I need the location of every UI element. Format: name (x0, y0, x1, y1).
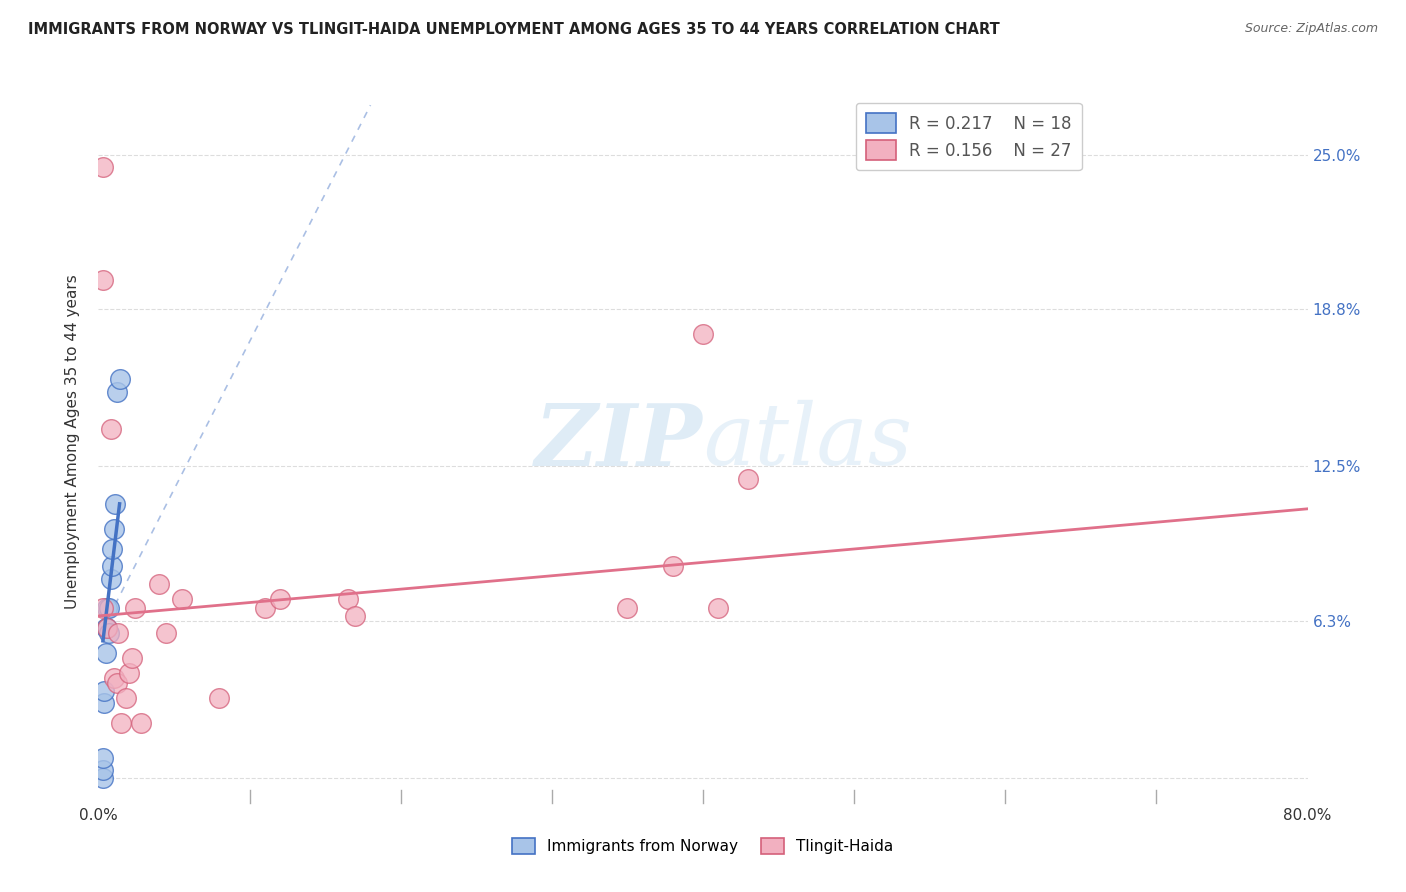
Point (100, 422, 122, 436)
Point (91, 764, 114, 778)
Text: ZIP: ZIP (536, 400, 703, 483)
Point (91, 161, 114, 175)
Point (108, 372, 131, 386)
Point (336, 591, 359, 606)
Point (170, 591, 193, 606)
Point (269, 591, 291, 606)
Point (661, 559, 683, 574)
Point (91, 751, 114, 765)
Point (94, 621, 117, 635)
Point (124, 601, 146, 615)
Legend: Immigrants from Norway, Tlingit-Haida: Immigrants from Norway, Tlingit-Haida (506, 832, 900, 860)
Point (155, 626, 177, 640)
Y-axis label: Unemployment Among Ages 35 to 44 years: Unemployment Among Ages 35 to 44 years (65, 274, 80, 609)
Point (101, 541, 124, 556)
Point (707, 601, 730, 615)
Point (98, 626, 121, 640)
Text: IMMIGRANTS FROM NORWAY VS TLINGIT-HAIDA UNEMPLOYMENT AMONG AGES 35 TO 44 YEARS C: IMMIGRANTS FROM NORWAY VS TLINGIT-HAIDA … (28, 22, 1000, 37)
Point (94, 646, 117, 660)
Point (101, 559, 124, 574)
Point (98, 601, 121, 615)
Point (93, 696, 115, 710)
Point (105, 384, 128, 399)
Point (96, 621, 118, 635)
Point (96, 621, 118, 635)
Point (114, 691, 136, 706)
Point (208, 691, 231, 706)
Point (110, 716, 132, 731)
Point (91, 771, 114, 785)
Point (91, 601, 114, 615)
Point (129, 716, 152, 731)
Point (104, 497, 127, 511)
Point (107, 626, 129, 640)
Point (96, 601, 118, 615)
Point (737, 472, 759, 486)
Point (91, 272, 114, 286)
Point (93, 683, 115, 698)
Point (148, 576, 170, 591)
Point (344, 609, 367, 624)
Point (118, 666, 141, 681)
Point (103, 671, 125, 685)
Text: atlas: atlas (703, 401, 912, 483)
Point (103, 522, 125, 536)
Point (692, 327, 714, 342)
Point (105, 676, 128, 690)
Point (100, 572, 122, 586)
Point (616, 601, 638, 615)
Point (121, 651, 143, 665)
Point (253, 601, 276, 615)
Text: Source: ZipAtlas.com: Source: ZipAtlas.com (1244, 22, 1378, 36)
